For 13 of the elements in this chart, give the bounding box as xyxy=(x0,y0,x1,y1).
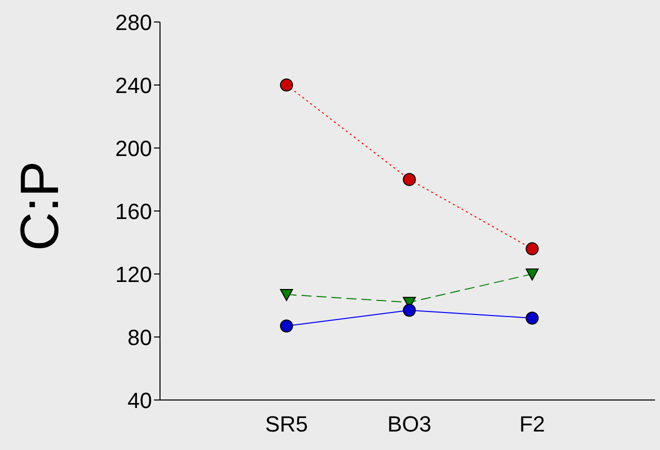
y-tick-label: 240 xyxy=(115,72,152,98)
y-axis-title: C:P xyxy=(10,160,70,252)
y-tick-label: 160 xyxy=(115,198,152,224)
y-tick-label: 80 xyxy=(128,324,152,350)
point xyxy=(526,268,539,280)
y-tick-label: 280 xyxy=(115,10,152,35)
x-tick-label: F2 xyxy=(519,412,546,437)
x-tick-label: SR5 xyxy=(265,412,308,437)
y-tick-label: 200 xyxy=(115,136,152,161)
x-tick-label: BO3 xyxy=(387,412,432,437)
y-tick-label: 40 xyxy=(128,388,152,413)
y-tick-label: 120 xyxy=(115,262,152,287)
point xyxy=(280,288,294,301)
